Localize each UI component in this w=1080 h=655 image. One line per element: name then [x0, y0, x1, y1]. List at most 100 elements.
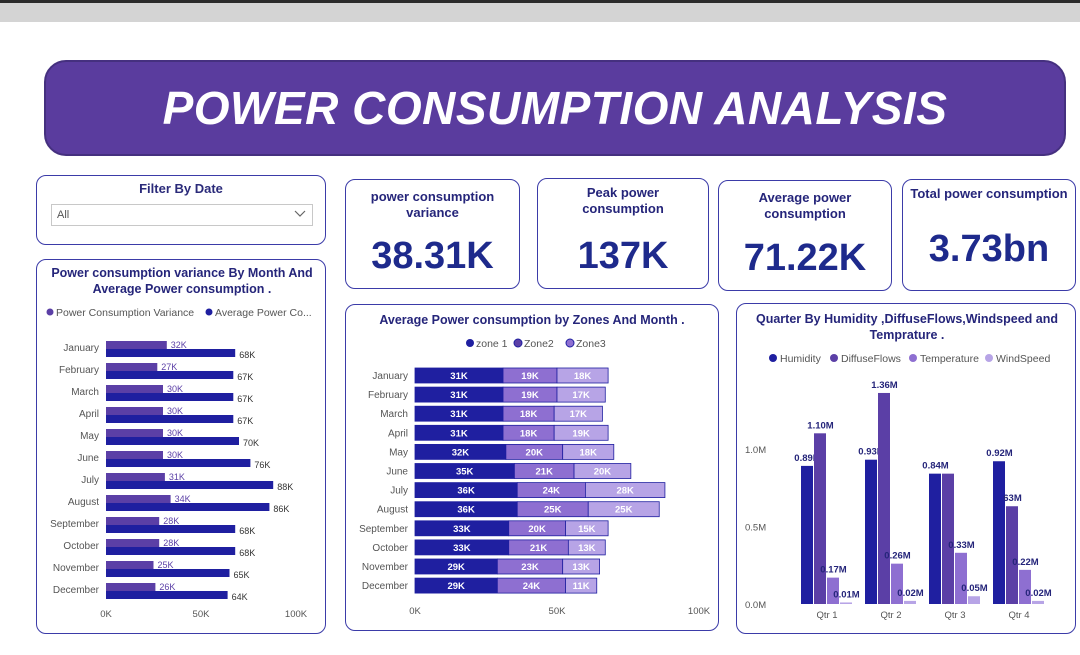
chart-title: Average Power consumption by Zones And M…	[379, 313, 684, 327]
data-label: 31K	[450, 428, 468, 439]
bar	[878, 392, 890, 604]
x-tick-label: Qtr 3	[944, 610, 965, 621]
window-top-bar	[0, 0, 1080, 22]
kpi-value: 38.31K	[371, 235, 494, 277]
kpi-label: Average power consumption	[719, 190, 891, 222]
bar	[955, 552, 967, 604]
date-filter-dropdown[interactable]: All	[51, 204, 313, 226]
data-label: 86K	[273, 504, 289, 514]
category-label: February	[59, 365, 99, 376]
bar-segment	[567, 539, 606, 556]
data-label: 1.36M	[871, 380, 897, 391]
bar-average	[106, 569, 230, 577]
variance-chart-card: Power consumption variance By Month And A…	[36, 259, 326, 634]
bar-segment	[584, 482, 666, 499]
data-label: 18K	[574, 371, 592, 382]
bar-average	[106, 459, 251, 467]
kpi-value: 71.22K	[743, 237, 867, 279]
bar-variance	[106, 473, 165, 481]
bar-average	[106, 525, 236, 533]
bar-variance	[106, 429, 163, 437]
category-label: December	[53, 585, 100, 596]
data-label: 0.05M	[961, 583, 987, 594]
data-label: 31K	[450, 371, 468, 382]
kpi-card-variance: power consumption variance 38.31K	[345, 179, 520, 289]
bar-average	[106, 349, 236, 357]
data-label: 28K	[163, 538, 179, 548]
category-label: August	[377, 505, 408, 516]
data-label: 26K	[159, 582, 175, 592]
category-label: June	[77, 453, 99, 464]
x-tick-label: 100K	[688, 606, 711, 617]
kpi-card-total: Total power consumption 3.73bn	[902, 179, 1076, 291]
data-label: 11K	[573, 581, 590, 592]
kpi-card-average: Average power consumption 71.22K	[718, 180, 892, 291]
bar-segment	[553, 405, 603, 422]
variance-by-month-chart: Power consumption variance By Month And A…	[46, 266, 313, 620]
quarter-chart-card: Quarter By Humidity ,DiffuseFlows,Windsp…	[736, 303, 1076, 634]
bar	[942, 473, 954, 604]
data-label: 0.33M	[948, 540, 974, 551]
category-label: September	[359, 524, 409, 535]
data-label: 0.93M	[858, 447, 884, 458]
data-label: 30K	[167, 450, 183, 460]
data-label: 20K	[526, 447, 544, 458]
kpi-label-line: variance	[406, 205, 459, 220]
category-label: July	[390, 486, 408, 497]
kpi-label-line: consumption	[764, 206, 846, 221]
data-label: 31K	[450, 390, 468, 401]
bar	[1019, 569, 1031, 604]
data-label: 15K	[578, 524, 596, 535]
category-label: July	[81, 475, 99, 486]
bar-variance	[106, 407, 163, 415]
chart-title: Average Power consumption .	[93, 282, 272, 296]
title-banner: POWER CONSUMPTION ANALYSIS	[44, 60, 1066, 156]
x-tick-label: Qtr 1	[816, 610, 837, 621]
chart-title: Quarter By Humidity ,DiffuseFlows,Windsp…	[756, 312, 1058, 326]
category-label: September	[50, 519, 100, 530]
data-label: 19K	[521, 371, 539, 382]
data-label: 65K	[234, 570, 250, 580]
x-tick-label: 0K	[100, 609, 112, 620]
data-label: 18K	[580, 447, 598, 458]
kpi-label: power consumption variance	[346, 189, 519, 221]
category-label: November	[362, 562, 409, 573]
legend-label: Temperature	[920, 353, 979, 365]
bar	[1006, 506, 1018, 604]
bar-segment	[556, 367, 609, 384]
bar-variance	[106, 363, 158, 371]
bar	[801, 465, 813, 604]
legend-marker	[565, 338, 575, 348]
legend-label: zone 1	[476, 338, 508, 350]
x-tick-label: Qtr 2	[880, 610, 901, 621]
category-label: October	[372, 543, 408, 554]
kpi-value: 137K	[577, 235, 669, 277]
bar-segment	[587, 501, 660, 518]
x-tick-label: Qtr 4	[1008, 610, 1029, 621]
bar-average	[106, 371, 234, 379]
bar-variance	[106, 517, 160, 525]
chevron-down-icon[interactable]	[294, 207, 306, 219]
data-label: 31K	[450, 409, 468, 420]
legend-label: DiffuseFlows	[841, 353, 901, 365]
x-tick-label: 0K	[409, 606, 421, 617]
data-label: 18K	[520, 428, 538, 439]
data-label: 67K	[237, 372, 253, 382]
category-label: October	[63, 541, 99, 552]
bar-segment	[573, 463, 632, 479]
data-label: 28K	[163, 516, 179, 526]
bar-segment	[556, 386, 606, 403]
data-label: 67K	[237, 416, 253, 426]
bar	[865, 459, 877, 604]
data-label: 0.89M	[794, 453, 820, 464]
legend-label: Humidity	[780, 353, 822, 365]
category-label: May	[389, 447, 408, 458]
data-label: 21K	[536, 467, 554, 478]
data-label: 18K	[520, 409, 538, 420]
kpi-label-line: Average power	[758, 190, 852, 205]
data-label: 17K	[570, 409, 588, 420]
x-tick-label: 50K	[549, 606, 567, 617]
data-label: 13K	[572, 562, 590, 573]
chart-title: Power consumption variance By Month And	[51, 266, 312, 280]
bar	[840, 602, 852, 604]
